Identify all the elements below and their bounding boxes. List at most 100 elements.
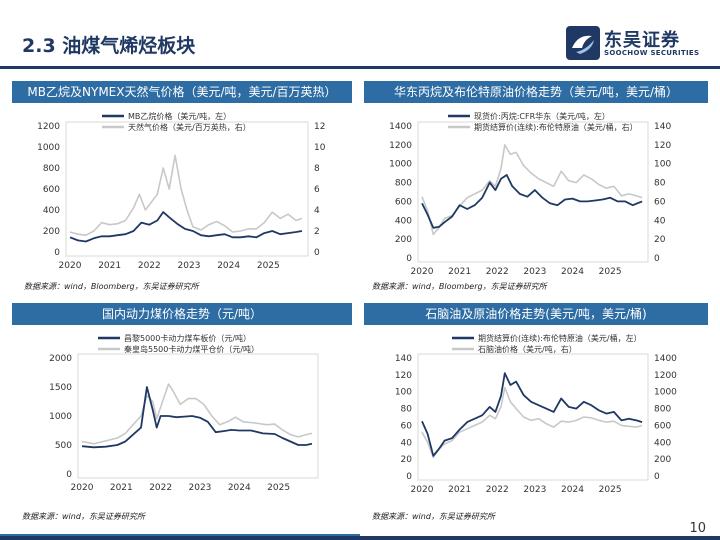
panel-1-source: 数据来源：wind，Bloomberg，东吴证券研究所 [24, 282, 199, 291]
brand-logo: 东吴证券 SOOCHOW SECURITIES [566, 26, 706, 62]
y-left-tick-label: 600 [395, 197, 412, 207]
y-right-tick-label: 0 [654, 254, 660, 264]
y-right-tick-label: 80 [654, 179, 666, 189]
legend-label: MB乙烷价格（美元/吨，左） [128, 111, 231, 121]
brand-name-en: SOOCHOW SECURITIES [604, 49, 700, 57]
legend-label: 现货价:丙烷:CFR华东（美元/吨，左） [474, 111, 610, 121]
series-line [421, 372, 643, 457]
y-left-tick-label: 1000 [37, 143, 60, 153]
plot-frame [77, 353, 319, 479]
y-right-tick-label: 1000 [654, 388, 677, 398]
y-right-tick-label: 1200 [654, 371, 677, 381]
y-right-tick-label: 60 [654, 197, 666, 207]
x-tick-label: 2021 [448, 267, 471, 277]
y-left-tick-label: 500 [55, 441, 72, 451]
series-line [81, 383, 313, 445]
y-right-tick-label: 600 [654, 421, 671, 431]
y-right-tick-label: 10 [314, 143, 326, 153]
panel-4-source: 数据来源：wind，东吴证券研究所 [372, 512, 495, 521]
y-right-tick-label: 0 [314, 248, 320, 258]
series-line [421, 174, 643, 229]
header-rule [0, 66, 720, 69]
series-line [421, 386, 643, 459]
legend-label: 期货结算价(连续):布伦特原油（美元/桶，左） [478, 333, 642, 343]
x-tick-label: 2025 [599, 485, 622, 495]
series-line [69, 154, 303, 236]
x-tick-label: 2023 [178, 261, 201, 271]
x-tick-label: 2021 [98, 261, 121, 271]
y-left-tick-label: 0 [406, 254, 412, 264]
y-right-tick-label: 20 [654, 235, 666, 245]
y-right-tick-label: 0 [654, 472, 660, 482]
legend-label: 秦皇岛5500卡动力煤平仓价（元/吨） [124, 344, 259, 354]
y-left-tick-label: 800 [395, 179, 412, 189]
x-tick-label: 2023 [189, 483, 212, 493]
x-tick-label: 2023 [523, 485, 546, 495]
y-left-tick-label: 0 [66, 470, 72, 480]
plot-frame [417, 353, 649, 481]
x-tick-label: 2025 [599, 267, 622, 277]
y-right-tick-label: 120 [654, 141, 671, 151]
x-tick-label: 2024 [561, 267, 584, 277]
y-right-tick-label: 40 [654, 216, 666, 226]
y-left-tick-label: 800 [43, 164, 60, 174]
y-left-tick-label: 1400 [389, 122, 412, 132]
logo-icon [566, 26, 600, 60]
y-right-tick-label: 6 [314, 185, 320, 195]
x-tick-label: 2020 [411, 485, 434, 495]
y-left-tick-label: 0 [406, 472, 412, 482]
x-tick-label: 2022 [138, 261, 161, 271]
x-tick-label: 2025 [267, 483, 290, 493]
y-left-tick-label: 2000 [49, 354, 72, 364]
y-left-tick-label: 1000 [389, 160, 412, 170]
y-right-tick-label: 100 [654, 160, 671, 170]
x-tick-label: 2022 [486, 485, 509, 495]
chart-thermal-coal: 0 500 1000 1500 2000 2020 2021 2022 2023 2024 2025… [49, 333, 319, 493]
x-tick-label: 2025 [257, 261, 280, 271]
y-right-tick-label: 140 [654, 122, 671, 132]
chart-naphtha-crude: 0204060801001201400200400600800100012001… [395, 333, 677, 495]
plot-frame [65, 121, 309, 257]
x-tick-label: 2024 [561, 485, 584, 495]
y-left-tick-label: 100 [395, 388, 412, 398]
x-tick-label: 2022 [486, 267, 509, 277]
legend-label: 石脑油价格（美元/吨，右） [478, 344, 577, 354]
y-left-tick-label: 600 [43, 185, 60, 195]
y-right-tick-label: 800 [654, 405, 671, 415]
footer-accent [0, 534, 360, 536]
y-left-tick-label: 1000 [49, 412, 72, 422]
panel-4-header: 石脑油及原油价格走势(美元/吨，美元/桶) [364, 303, 708, 325]
legend-label: 期货结算价(连续):布伦特原油（美元/桶，右） [474, 122, 638, 132]
y-left-tick-label: 200 [43, 227, 60, 237]
x-tick-label: 2024 [217, 261, 240, 271]
y-left-tick-label: 400 [43, 206, 60, 216]
y-right-tick-label: 1400 [654, 354, 677, 364]
x-tick-label: 2021 [448, 485, 471, 495]
panel-3-source: 数据来源：wind，东吴证券研究所 [22, 512, 145, 521]
y-left-tick-label: 1500 [49, 383, 72, 393]
footer-rule [0, 536, 720, 540]
panel-2-header: 华东丙烷及布伦特原油价格走势（美元/吨，美元/桶） [364, 81, 708, 103]
y-left-tick-label: 200 [395, 235, 412, 245]
page-title: 2.3 油煤气烯烃板块 [22, 35, 196, 57]
y-left-tick-label: 0 [54, 248, 60, 258]
panel-3-header: 国内动力煤价格走势（元/吨） [12, 303, 352, 325]
page-number: 10 [689, 521, 706, 536]
y-right-tick-label: 2 [314, 227, 320, 237]
y-left-tick-label: 400 [395, 216, 412, 226]
y-left-tick-label: 40 [401, 438, 413, 448]
y-right-tick-label: 8 [314, 164, 320, 174]
legend-label: 昌黎5000卡动力煤车板价（元/吨） [124, 333, 251, 343]
x-tick-label: 2023 [523, 267, 546, 277]
y-left-tick-label: 120 [395, 371, 412, 381]
legend-label: 天然气价格（美元/百万英热，右） [128, 122, 251, 132]
x-tick-label: 2022 [149, 483, 172, 493]
chart-propane-brent: 0 200 400 600 800 1000 1200 1400 0 20 40 60 80 100 120… [389, 111, 671, 277]
x-tick-label: 2020 [71, 483, 94, 493]
y-left-tick-label: 1200 [389, 141, 412, 151]
x-tick-label: 2020 [411, 267, 434, 277]
series-line [69, 211, 303, 243]
series-line [81, 386, 313, 449]
y-left-tick-label: 60 [401, 421, 413, 431]
y-right-tick-label: 400 [654, 438, 671, 448]
